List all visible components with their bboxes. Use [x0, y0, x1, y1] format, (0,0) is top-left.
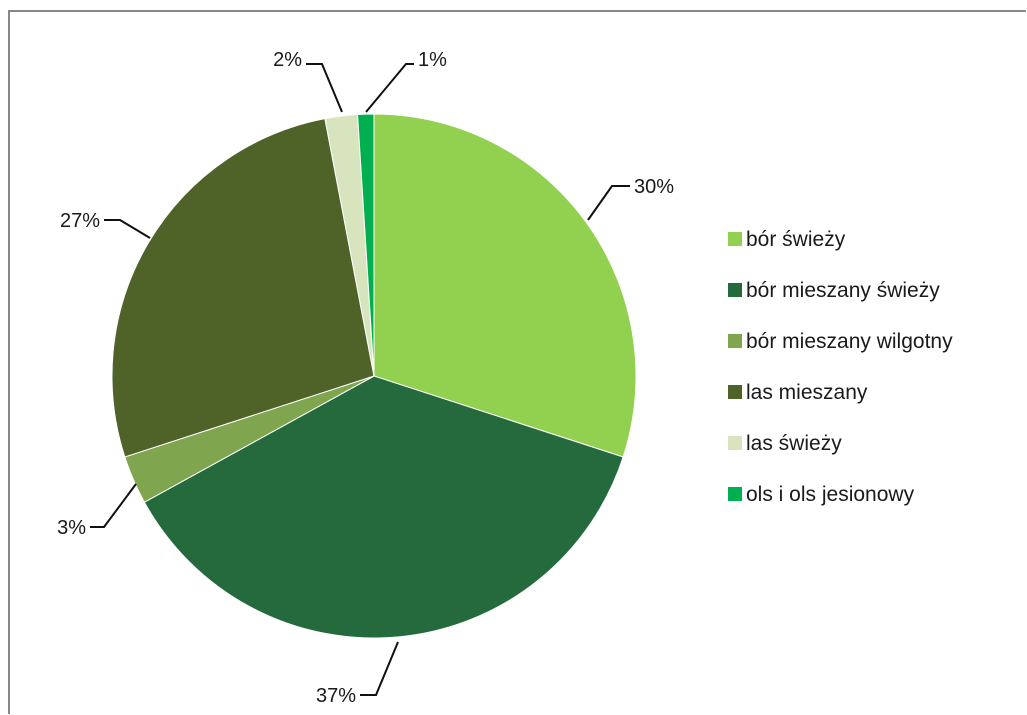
- legend-swatch-2: [728, 334, 742, 348]
- leader-line-1: [360, 641, 399, 696]
- legend-swatch-0: [728, 232, 742, 246]
- legend-label-4: las świeży: [746, 432, 842, 455]
- pie-slice-5: [357, 113, 375, 377]
- pie-slice-0: [373, 113, 637, 458]
- data-label-5: 1%: [418, 49, 447, 71]
- legend-swatch-1: [728, 283, 742, 297]
- pie-slice-3: [111, 118, 375, 458]
- leader-line-0: [587, 185, 630, 221]
- legend-label-1: bór mieszany świeży: [746, 279, 940, 302]
- legend-swatch-4: [728, 436, 742, 450]
- data-label-4: 2%: [273, 49, 302, 71]
- leader-line-4: [306, 63, 343, 113]
- data-label-3: 27%: [60, 210, 100, 232]
- legend-swatch-5: [728, 487, 742, 501]
- pie-slice-1: [143, 375, 624, 639]
- data-label-2: 3%: [57, 517, 86, 539]
- legend-label-0: bór świeży: [746, 228, 846, 251]
- legend-swatch-3: [728, 385, 742, 399]
- legend-label-2: bór mieszany wilgotny: [746, 330, 953, 353]
- leader-line-3: [104, 219, 151, 239]
- legend-label-3: las mieszany: [746, 381, 868, 404]
- legend-label-5: ols i ols jesionowy: [746, 483, 915, 506]
- data-label-1: 37%: [316, 685, 356, 707]
- data-label-0: 30%: [634, 176, 674, 198]
- leader-line-5: [365, 63, 414, 113]
- leader-line-2: [90, 483, 137, 528]
